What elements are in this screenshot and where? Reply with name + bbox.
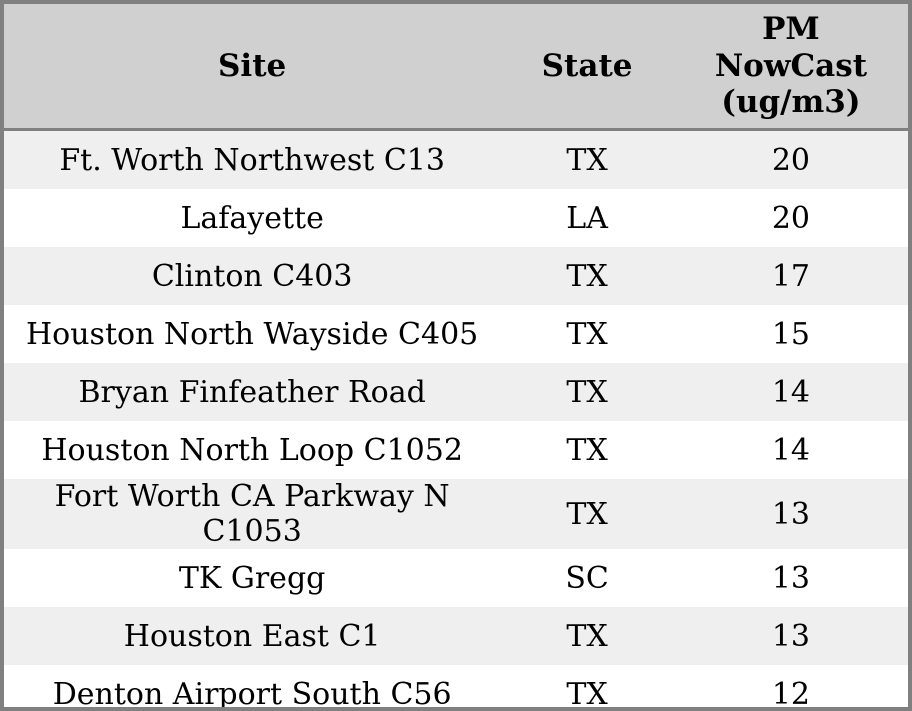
cell-site: Houston North Wayside C405 [26, 316, 479, 352]
table-row: Houston North Loop C1052 TX 14 [4, 421, 908, 479]
cell-pm: 20 [771, 142, 811, 178]
cell-site: Houston North Loop C1052 [41, 432, 463, 468]
table-row: Fort Worth CA Parkway N C1053 TX 13 [4, 479, 908, 549]
pm-header-line-3: (ug/m3) [721, 84, 861, 121]
cell-state: TX [566, 432, 608, 468]
table-row: Houston North Wayside C405 TX 15 [4, 305, 908, 363]
table-row: Ft. Worth Northwest C13 TX 20 [4, 129, 908, 189]
cell-state: TX [566, 316, 608, 352]
cell-pm: 13 [771, 560, 811, 596]
table-body: Ft. Worth Northwest C13 TX 20 Lafayette … [4, 129, 908, 711]
cell-pm: 14 [771, 374, 811, 410]
cell-site: Lafayette [180, 200, 324, 236]
table-row: Lafayette LA 20 [4, 189, 908, 247]
cell-site: Fort Worth CA Parkway N C1053 [54, 479, 450, 549]
cell-state: LA [566, 200, 608, 236]
cell-site: Bryan Finfeather Road [78, 374, 426, 410]
cell-pm: 13 [771, 496, 811, 532]
cell-state: TX [566, 374, 608, 410]
table-row: TK Gregg SC 13 [4, 549, 908, 607]
table-row: Clinton C403 TX 17 [4, 247, 908, 305]
pm-header-line-1: PM [762, 11, 820, 48]
header-row: Site State PM NowCast (ug/m3) [4, 4, 908, 131]
pm-nowcast-table: Site State PM NowCast (ug/m3) Ft. Worth … [4, 4, 908, 711]
cell-state: TX [566, 618, 608, 654]
cell-pm: 20 [771, 200, 811, 236]
cell-pm: 12 [771, 676, 811, 711]
cell-site: Clinton C403 [151, 258, 353, 294]
cell-site: TK Gregg [178, 560, 326, 596]
cell-pm: 14 [771, 432, 811, 468]
cell-pm: 17 [771, 258, 811, 294]
cell-site: Denton Airport South C56 [52, 676, 452, 711]
cell-site: Houston East C1 [123, 618, 381, 654]
cell-pm: 15 [771, 316, 811, 352]
table-header: Site State PM NowCast (ug/m3) [4, 4, 908, 131]
cell-state: SC [565, 560, 609, 596]
table-row: Bryan Finfeather Road TX 14 [4, 363, 908, 421]
cell-state: TX [566, 676, 608, 711]
column-header-state: State [500, 4, 674, 131]
cell-state: TX [566, 258, 608, 294]
cell-site: Ft. Worth Northwest C13 [59, 142, 445, 178]
cell-pm: 13 [771, 618, 811, 654]
table-row: Houston East C1 TX 13 [4, 607, 908, 665]
cell-state: TX [566, 496, 608, 532]
cell-state: TX [566, 142, 608, 178]
pm-header-line-2: NowCast [714, 47, 868, 84]
column-header-site: Site [4, 4, 501, 131]
column-header-pm-nowcast: PM NowCast (ug/m3) [673, 4, 908, 131]
table-row: Denton Airport South C56 TX 12 [4, 665, 908, 711]
